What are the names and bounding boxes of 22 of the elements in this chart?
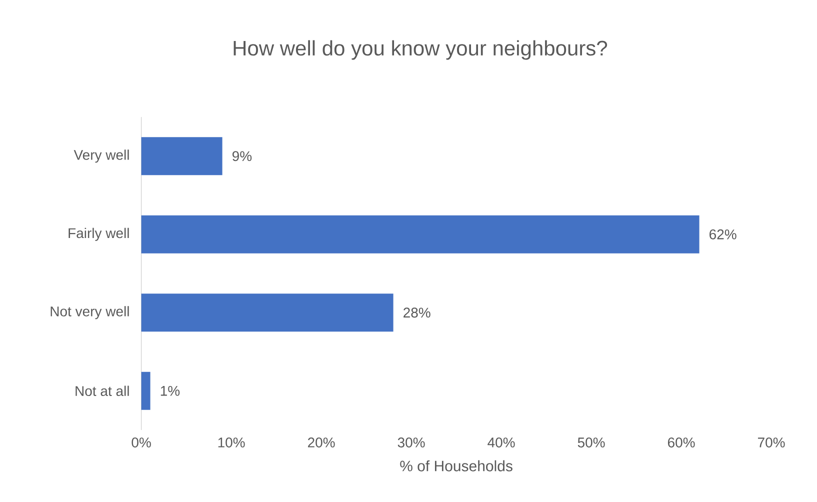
bar [141,215,700,254]
x-tick-label: 50% [578,438,605,448]
bar [141,137,222,176]
data-label: 9% [232,151,252,162]
data-label: 1% [160,386,180,396]
data-label: 28% [404,308,430,318]
x-tick-label: 30% [398,438,425,448]
x-tick-label: 70% [758,438,785,448]
y-tick-label: Not very well [50,306,129,320]
y-tick-label: Very well [74,150,129,163]
x-tick-label: 10% [218,438,245,448]
data-label: 62% [710,229,736,240]
x-tick-label: 20% [308,438,335,448]
x-tick-label: 60% [668,438,695,448]
x-tick-label: 40% [488,438,515,448]
chart-title: How well do you know your neighbours? [234,40,608,60]
y-tick-label: Not at all [76,386,129,396]
y-tick-label: Fairly well [68,228,129,241]
bar [141,294,394,332]
bar [141,372,150,410]
x-tick-label: 0% [132,438,151,448]
x-axis-title: % of Households [400,460,512,472]
